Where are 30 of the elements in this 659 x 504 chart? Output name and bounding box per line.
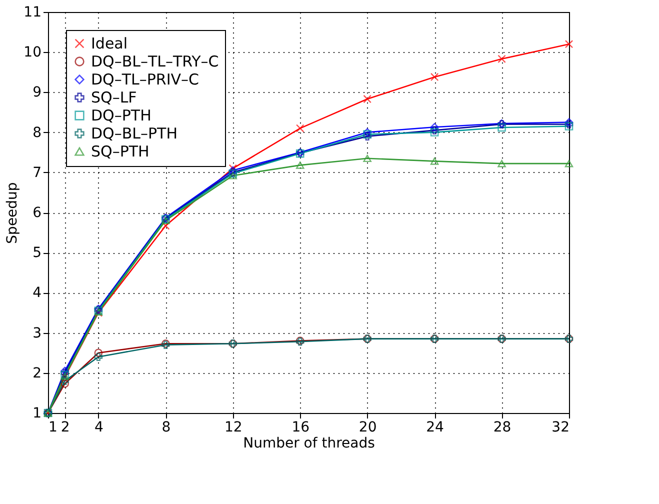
x-tick-label: 20	[358, 420, 377, 436]
legend-label: SQ–PTH	[91, 142, 150, 160]
legend-label: DQ–TL–PRIV–C	[91, 70, 200, 88]
x-tick-label: 12	[224, 420, 242, 436]
y-tick-label: 4	[32, 285, 42, 302]
x-tick-label: 2	[60, 420, 70, 436]
y-tick-label: 6	[32, 205, 42, 221]
y-tick-label: 7	[32, 164, 42, 181]
x-tick-label: 8	[162, 420, 171, 436]
y-tick-label: 11	[24, 4, 42, 20]
legend-label: DQ–BL–TL–TRY–C	[91, 52, 219, 70]
x-tick-label: 16	[292, 420, 310, 436]
y-axis-title: Speedup	[4, 182, 21, 244]
x-tick-label: 24	[426, 420, 444, 436]
x-tick-label: 28	[493, 420, 512, 436]
x-tick-label: 1	[48, 420, 58, 436]
legend-label: DQ–PTH	[91, 106, 152, 124]
x-axis-title: Number of threads	[243, 436, 375, 452]
y-tick-label: 9	[32, 84, 42, 101]
legend-label: Ideal	[91, 34, 128, 52]
legend-label: SQ–LF	[91, 88, 137, 106]
legend-label: DQ–BL–PTH	[91, 124, 178, 142]
y-tick-label: 3	[32, 325, 42, 342]
y-tick-label: 1	[32, 406, 42, 422]
y-tick-label: 2	[32, 365, 42, 382]
x-tick-label: 32	[552, 420, 570, 436]
y-tick-label: 5	[32, 245, 42, 262]
y-tick-label: 10	[24, 44, 42, 61]
x-tick-label: 4	[94, 420, 104, 436]
y-tick-label: 8	[32, 124, 42, 141]
